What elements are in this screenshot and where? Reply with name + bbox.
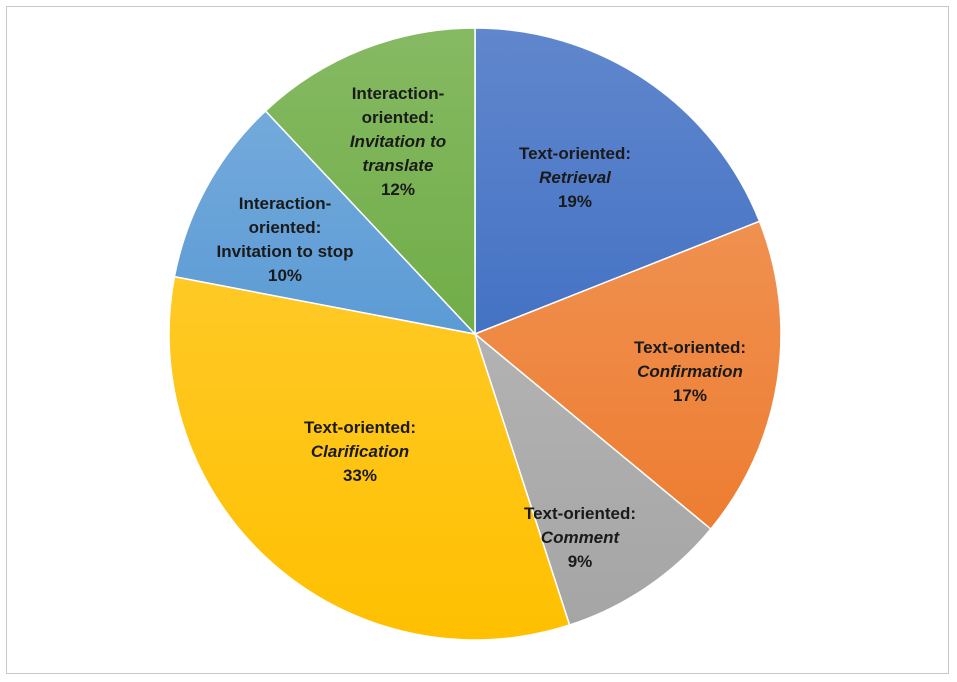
- slice-label-line: Invitation to stop: [216, 242, 354, 261]
- slice-label-line: Text-oriented:: [633, 338, 747, 357]
- slice-label-invitation-to-translate: Interaction-oriented: Invitation to transl…: [350, 82, 446, 202]
- slice-label-line: Interaction-: [351, 84, 445, 103]
- slice-label-line: 12%: [380, 180, 416, 199]
- slice-label-confirmation: Text-oriented: Confirmation 17%: [634, 336, 746, 408]
- slice-label-line: Retrieval: [539, 168, 611, 187]
- slice-label-line: Clarification: [310, 442, 410, 461]
- slice-label-line: Confirmation: [637, 362, 743, 381]
- pie-slice-invitation-to-stop: [173, 109, 478, 336]
- slice-label-line: Comment: [540, 528, 620, 547]
- slice-label-line: Interaction-: [238, 194, 332, 213]
- slice-label-line: 10%: [267, 266, 303, 285]
- pie-slice-retrieval: [474, 27, 761, 336]
- slice-label-line: 19%: [557, 192, 593, 211]
- slice-label-line: 17%: [672, 386, 708, 405]
- slice-label-line: Invitation to: [349, 132, 447, 151]
- slice-label-line: Text-oriented:: [523, 504, 637, 523]
- slice-label-retrieval: Text-oriented: Retrieval 19%: [519, 142, 631, 214]
- slice-label-invitation-to-stop: Interaction-oriented: Invitation to stop 1…: [217, 192, 354, 288]
- slice-label-line: 33%: [342, 466, 378, 485]
- slice-label-line: oriented:: [248, 218, 322, 237]
- slice-label-clarification: Text-oriented: Clarification 33%: [304, 416, 416, 488]
- slice-label-line: Text-oriented:: [303, 418, 417, 437]
- slice-label-comment: Text-oriented: Comment 9%: [524, 502, 636, 574]
- slice-label-line: 9%: [567, 552, 593, 571]
- slice-label-line: oriented:: [361, 108, 435, 127]
- slice-label-line: Text-oriented:: [518, 144, 632, 163]
- pie-slice-confirmation: [473, 220, 782, 531]
- pie-slice-clarification: [168, 275, 571, 641]
- pie-slice-comment: [473, 331, 712, 626]
- slice-label-line: translate: [362, 156, 434, 175]
- pie-slice-invitation-to-translate: [264, 27, 476, 336]
